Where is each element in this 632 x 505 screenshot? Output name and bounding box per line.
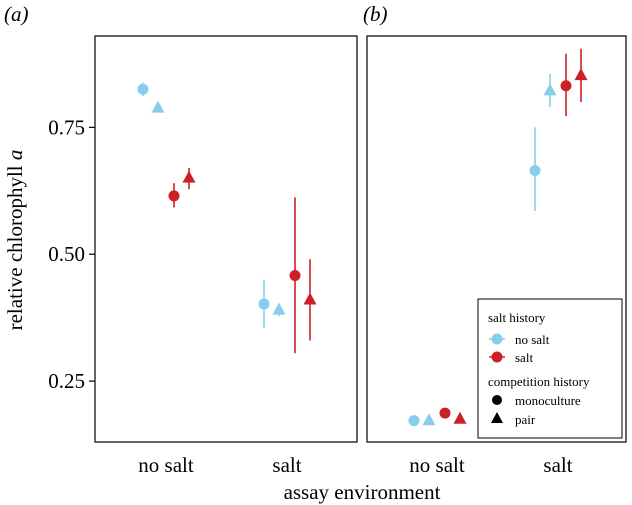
y-tick-label: 0.25: [48, 369, 85, 393]
y-tick-label: 0.75: [48, 115, 85, 139]
legend-pair-label: pair: [515, 412, 536, 427]
y-axis-title: relative chlorophyll a: [3, 150, 27, 331]
panel-a-frame: [94, 35, 358, 443]
legend-salt-no-salt-label: no salt: [515, 332, 550, 347]
panel-b-frame: [366, 35, 627, 443]
legend-monoculture-swatch: [492, 395, 502, 405]
point-b-no-salt-pair-no-salt: [422, 413, 436, 426]
legend-competition-title: competition history: [488, 374, 590, 389]
point-b-no-salt-monoculture-salt: [529, 164, 541, 176]
legend-salt-title: salt history: [488, 310, 546, 325]
legend-salt-salt-label: salt: [515, 350, 533, 365]
legend: salt history no salt salt competition hi…: [477, 298, 623, 439]
x-tick-a-salt: salt: [272, 453, 301, 477]
x-tick-b-no-salt: no salt: [409, 453, 465, 477]
x-tick-a-no-salt: no salt: [138, 453, 194, 477]
panel-a-marks: [137, 82, 317, 354]
point-b-salt-monoculture-salt: [560, 80, 572, 92]
point-a-salt-monoculture-salt: [289, 270, 301, 282]
x-tick-b-salt: salt: [543, 453, 572, 477]
y-ticks: 0.25 0.50 0.75: [48, 115, 95, 393]
legend-monoculture-label: monoculture: [515, 393, 581, 408]
legend-pair-swatch: [491, 412, 503, 423]
point-b-no-salt-pair-salt: [543, 83, 557, 96]
legend-box: [477, 298, 623, 439]
point-b-salt-pair-no-salt: [453, 411, 467, 424]
y-tick-label: 0.50: [48, 242, 85, 266]
point-a-no-salt-pair-salt: [272, 302, 286, 315]
point-a-salt-monoculture-no-salt: [168, 190, 180, 202]
panel-b-label: (b): [363, 2, 388, 26]
panel-b-marks: [408, 48, 588, 427]
point-a-salt-pair-no-salt: [182, 170, 196, 183]
panel-a-label: (a): [4, 2, 29, 26]
point-a-no-salt-monoculture-no-salt: [137, 83, 149, 95]
point-a-salt-pair-salt: [303, 292, 317, 305]
point-a-no-salt-monoculture-salt: [258, 298, 270, 310]
point-b-no-salt-monoculture-no-salt: [408, 415, 420, 427]
point-a-no-salt-pair-no-salt: [151, 100, 165, 113]
point-b-salt-pair-salt: [574, 68, 588, 81]
x-axis-title: assay environment: [284, 480, 441, 504]
point-b-salt-monoculture-no-salt: [439, 407, 451, 419]
